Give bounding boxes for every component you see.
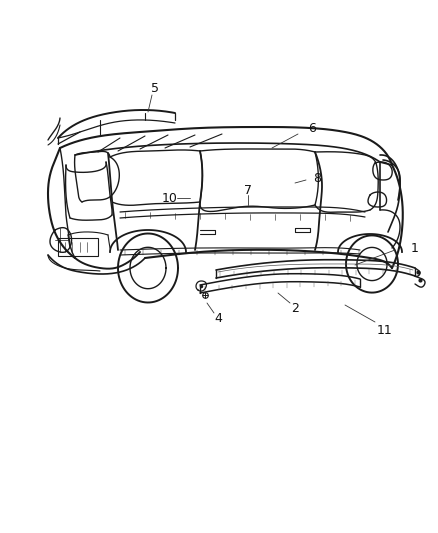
Text: 6: 6 bbox=[308, 122, 316, 134]
Text: 1: 1 bbox=[411, 241, 419, 254]
Text: 8: 8 bbox=[313, 172, 321, 184]
Text: 10: 10 bbox=[162, 191, 178, 205]
FancyBboxPatch shape bbox=[58, 238, 98, 256]
Text: 5: 5 bbox=[151, 82, 159, 94]
Text: 11: 11 bbox=[377, 324, 393, 336]
Text: 4: 4 bbox=[214, 311, 222, 325]
Text: 2: 2 bbox=[291, 302, 299, 314]
Text: 7: 7 bbox=[244, 183, 252, 197]
